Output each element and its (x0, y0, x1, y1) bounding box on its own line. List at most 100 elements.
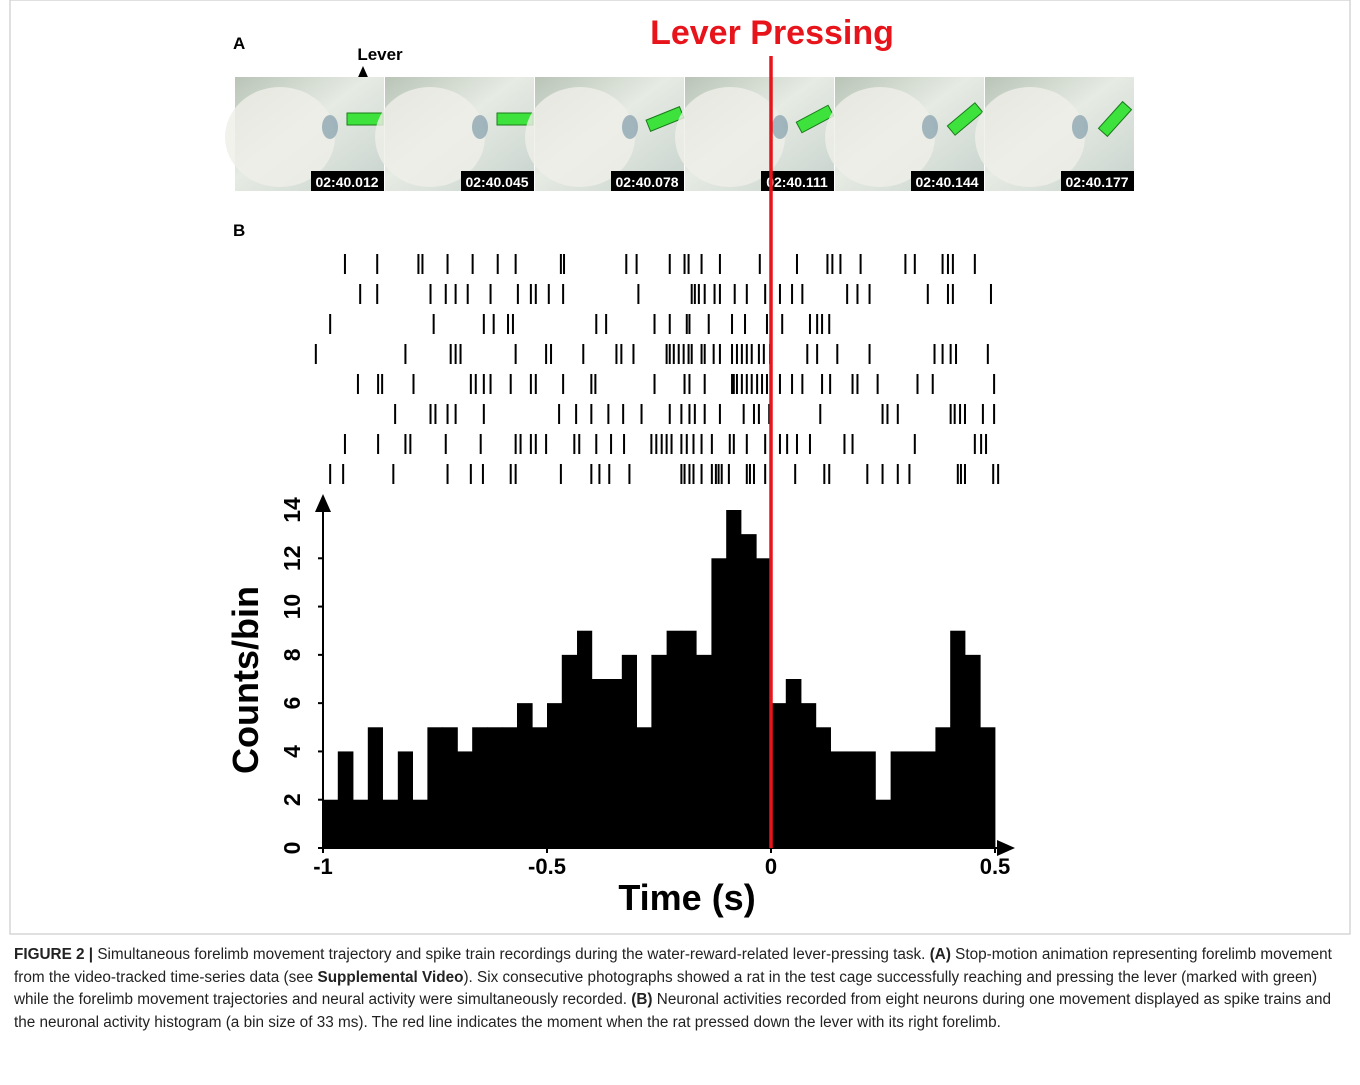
paw-shape (772, 115, 788, 139)
histogram-bar (875, 799, 892, 848)
timestamp-bg (1061, 171, 1134, 191)
x-tick-label: 0.5 (980, 854, 1011, 879)
histogram-bar (980, 727, 996, 848)
rat-shape (375, 87, 485, 187)
histogram-bar (516, 703, 533, 848)
y-tick-label: 8 (279, 648, 305, 661)
y-tick-label: 10 (279, 594, 305, 620)
histogram-bar (532, 727, 548, 848)
lever-label: Lever (357, 45, 403, 64)
lever (1097, 100, 1133, 138)
photo-strip: 02:40.012 02:40.045 02:40.078 02:40.111 02:4… (225, 77, 1134, 191)
rat-shape (525, 87, 635, 187)
histogram-bar (950, 630, 966, 848)
timestamp: 02:40.045 (465, 174, 528, 190)
histogram-bar (681, 630, 697, 848)
histogram-bar (337, 751, 354, 848)
lever (795, 104, 835, 134)
rat-shape (825, 87, 935, 187)
y-tick-label: 4 (279, 745, 305, 758)
rat-shape (975, 87, 1085, 187)
paw-shape (1072, 115, 1088, 139)
histogram-bar (636, 727, 652, 848)
x-axis-label: Time (s) (618, 877, 755, 918)
y-tick-label: 12 (279, 545, 305, 571)
histogram-bar (711, 558, 727, 848)
histogram-bar (756, 558, 772, 848)
caption-run: (B) (631, 991, 653, 1008)
figure: A B Lever 02:40.012 02:40.045 02:40.078 02:… (9, 0, 1351, 935)
histogram-bar (890, 751, 906, 848)
histogram-bar (502, 727, 518, 848)
histogram-bar (367, 727, 383, 848)
caption-run: Supplemental Video (317, 968, 464, 986)
timestamp: 02:40.111 (766, 174, 828, 190)
plot: 0 2 4 6 8 10 12 14 -1 -0.5 0 0.5 Time (s) Counts/bin (225, 56, 1015, 918)
histogram-bar (397, 751, 413, 848)
histogram-bar (666, 630, 682, 848)
histogram-bar (621, 654, 637, 848)
x-tick-label: -1 (313, 854, 333, 879)
histogram-bar (740, 534, 757, 848)
timestamp: 02:40.078 (615, 174, 678, 190)
histogram-bar (577, 630, 593, 848)
y-axis-label: Counts/bin (225, 586, 266, 774)
x-tick-label: -0.5 (528, 854, 566, 879)
y-tick-label: 0 (279, 842, 305, 855)
timestamp: 02:40.144 (915, 174, 978, 190)
paw-shape (322, 115, 338, 139)
lever (946, 102, 984, 136)
timestamp: 02:40.012 (315, 174, 378, 190)
caption-run: (A) (929, 946, 951, 963)
panel-label: A (233, 34, 245, 53)
timestamp-bg (461, 171, 534, 191)
event-label: Lever Pressing (650, 14, 894, 52)
histogram-bar (771, 703, 787, 848)
caption-run: Neuronal activities recorded from eight … (14, 991, 1332, 1031)
histogram-bar (487, 727, 503, 848)
caption-run: FIGURE 2 | (14, 946, 98, 963)
timestamp: 02:40.177 (1065, 174, 1128, 190)
histogram-bar (382, 799, 399, 848)
timestamp-bg (761, 171, 834, 191)
histogram-bar (830, 751, 847, 848)
figure-frame (9, 0, 1351, 935)
histogram-bar (651, 654, 668, 848)
histogram-bar (815, 727, 831, 848)
histogram-bar (726, 510, 742, 848)
caption-run: Stop-motion animation representing forel… (14, 946, 1332, 986)
histogram-bar (606, 679, 623, 848)
histogram-bar (353, 799, 369, 848)
caption-run: ). Six consecutive photographs showed a … (14, 968, 1318, 1009)
x-tick-label: 0 (765, 854, 777, 879)
caption: FIGURE 2 | Simultaneous forelimb movemen… (14, 944, 1348, 1034)
histogram-bar (323, 799, 339, 848)
histogram-bar (845, 751, 861, 848)
y-tick-label: 2 (279, 793, 305, 806)
rat-shape (675, 87, 785, 187)
histogram-bar (964, 654, 981, 848)
timestamp-bg (611, 171, 684, 191)
paw-shape (922, 115, 938, 139)
histogram-bar (696, 654, 712, 848)
histogram-bar (785, 679, 802, 848)
rat-shape (225, 87, 335, 187)
timestamp-bg (311, 171, 384, 191)
histogram-bar (920, 751, 936, 848)
histogram-bar (427, 727, 444, 848)
histogram-bar (905, 751, 921, 848)
histogram-bar (412, 799, 428, 848)
panel-label: B (233, 221, 245, 240)
histogram-bar (935, 727, 951, 848)
caption-run: Simultaneous forelimb movement trajector… (97, 946, 930, 963)
paw-shape (472, 115, 488, 139)
histogram-bar (442, 727, 458, 848)
lever (645, 106, 685, 132)
histogram-bar (561, 654, 578, 848)
histogram-bar (860, 751, 876, 848)
timestamp-bg (911, 171, 984, 191)
y-tick-label: 6 (279, 697, 305, 710)
histogram-bar (547, 703, 563, 848)
paw-shape (622, 115, 638, 139)
